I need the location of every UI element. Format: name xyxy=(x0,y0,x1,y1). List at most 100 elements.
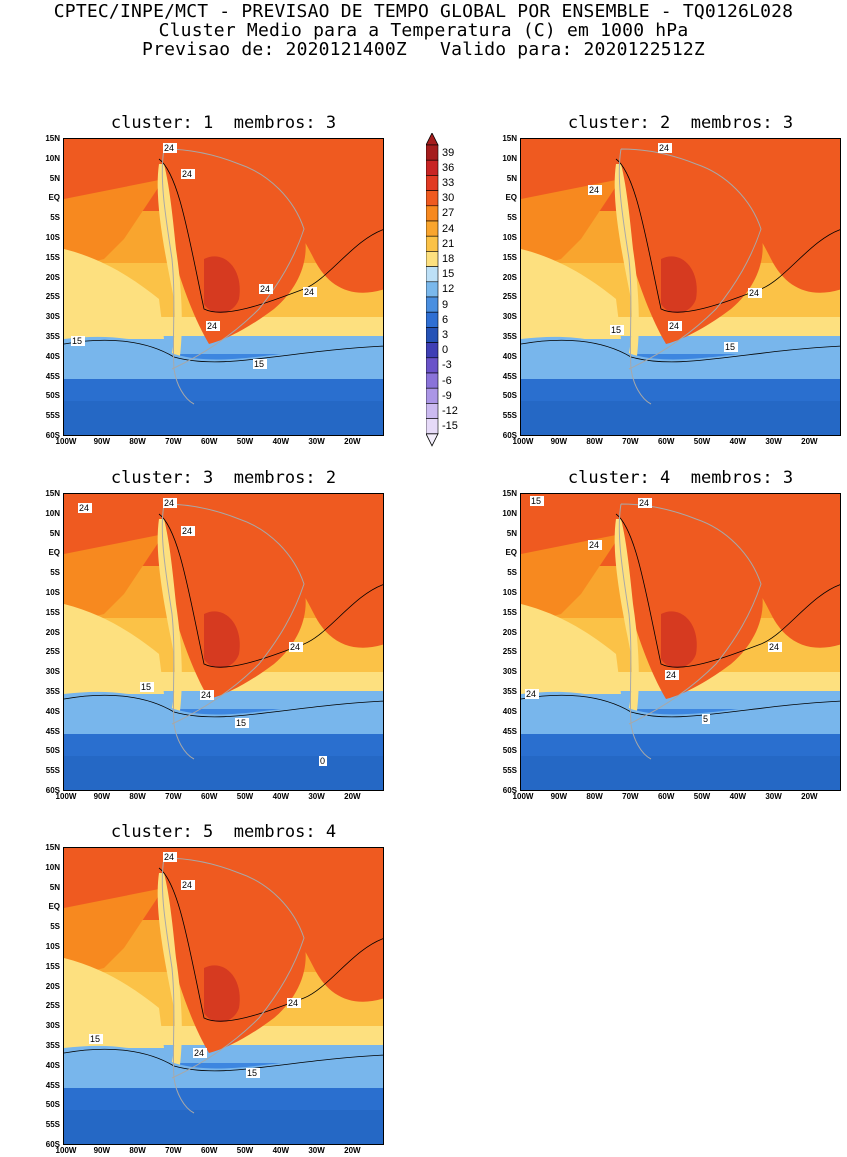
lat-tick-label: 35S xyxy=(45,687,60,696)
lat-tick-label: 5N xyxy=(506,173,517,183)
cool-band xyxy=(521,336,840,379)
colorbar-label: -9 xyxy=(442,389,452,402)
andes-cool xyxy=(614,164,639,364)
lat-tick-label: 35S xyxy=(502,687,517,696)
contour-24 xyxy=(158,158,383,313)
contour-label: 15 xyxy=(140,682,154,692)
svg-text:24: 24 xyxy=(749,288,759,298)
coastline xyxy=(618,503,762,760)
contour-label: 24 xyxy=(181,169,195,179)
colorbar-bottom-arrow xyxy=(426,433,439,447)
lon-tick-label: 90W xyxy=(93,1146,111,1155)
lat-tick-label: 50S xyxy=(502,746,517,756)
lon-tick-label: 60W xyxy=(657,792,675,801)
svg-text:15: 15 xyxy=(531,496,541,506)
lat-tick-label: 55S xyxy=(45,1120,60,1130)
lat-tick-label: 45S xyxy=(45,1080,60,1090)
contour-label: 24 xyxy=(638,498,652,508)
contour-label: 24 xyxy=(588,185,602,195)
lat-tick-label: 45S xyxy=(502,726,517,736)
warm-region xyxy=(64,139,383,293)
svg-text:24: 24 xyxy=(769,642,779,652)
lat-tick-label: 50S xyxy=(45,391,60,401)
lat-tick-label: 5N xyxy=(506,528,517,538)
svg-text:24: 24 xyxy=(589,540,599,550)
cold-band xyxy=(521,379,840,435)
tropical-ocean xyxy=(521,534,621,624)
lon-tick-label: 60W xyxy=(657,437,675,446)
contour-15 xyxy=(64,1048,383,1072)
coastline xyxy=(161,503,305,760)
lon-tick-label: 40W xyxy=(272,1146,290,1155)
svg-text:15: 15 xyxy=(247,1068,257,1078)
svg-text:15: 15 xyxy=(236,718,246,728)
svg-text:24: 24 xyxy=(182,169,192,179)
hot-spot xyxy=(661,611,697,669)
lat-tick-label: 15N xyxy=(45,489,60,498)
lat-tick-label: 15S xyxy=(45,607,60,617)
lat-tick-label: 15N xyxy=(45,134,60,143)
colorbar-swatch xyxy=(426,418,439,435)
contour-label: 15 xyxy=(246,1068,260,1078)
lon-tick-label: 50W xyxy=(693,437,711,446)
temperature-map: 24 24 24 24 24 5 15 xyxy=(520,493,841,791)
lat-tick-label: 15N xyxy=(45,843,60,852)
lon-tick-label: 60W xyxy=(200,437,218,446)
contour-label: 15 xyxy=(724,342,738,352)
lon-tick-label: 80W xyxy=(586,792,603,801)
lat-tick-label: 5N xyxy=(49,173,60,183)
lon-tick-label: 50W xyxy=(236,437,254,446)
andes-cool xyxy=(614,519,639,719)
coastline xyxy=(618,148,762,405)
temperature-map: 24 24 24 24 24 15 15 xyxy=(63,138,384,436)
contour-label: 24 xyxy=(525,689,539,699)
andes-cool xyxy=(157,164,182,364)
contour-label: 15 xyxy=(71,336,85,346)
tropical-ocean xyxy=(64,888,164,978)
cold-band xyxy=(64,734,383,790)
contour-24 xyxy=(158,867,383,1022)
lat-tick-label: 25S xyxy=(45,647,60,657)
lon-tick-label: 40W xyxy=(729,437,747,446)
svg-text:24: 24 xyxy=(659,143,669,153)
contour-label: 24 xyxy=(163,143,177,153)
header-line-3: Previsao de: 2020121400Z Valido para: 20… xyxy=(142,39,705,60)
lon-tick-label: 60W xyxy=(200,1146,218,1155)
colorbar-label: 33 xyxy=(442,177,455,189)
lat-tick-label: 35S xyxy=(45,332,60,341)
lat-tick-label: EQ xyxy=(48,548,60,558)
lat-tick-label: 30S xyxy=(45,1021,60,1031)
contour-15 xyxy=(521,339,840,363)
contour-label: 15 xyxy=(89,1034,103,1044)
panel-title: cluster: 2 membros: 3 xyxy=(567,113,794,133)
svg-text:24: 24 xyxy=(526,689,536,699)
lon-tick-label: 40W xyxy=(272,792,290,801)
lat-tick-label: 60S xyxy=(45,1140,60,1149)
svg-text:24: 24 xyxy=(589,185,599,195)
pacific-cool xyxy=(521,604,621,694)
svg-text:24: 24 xyxy=(79,503,89,513)
contour-label: 5 xyxy=(702,714,710,724)
lon-tick-label: 90W xyxy=(550,437,568,446)
lat-tick-label: 20S xyxy=(502,627,517,637)
hot-spot xyxy=(204,965,240,1023)
colorbar-label: 9 xyxy=(442,298,449,311)
lon-tick-label: 90W xyxy=(93,437,111,446)
lat-tick-label: 45S xyxy=(45,371,60,381)
svg-text:24: 24 xyxy=(182,526,192,536)
pacific-cool xyxy=(521,249,621,339)
contour-24 xyxy=(158,513,383,668)
svg-text:15: 15 xyxy=(90,1034,100,1044)
lon-tick-label: 20W xyxy=(344,792,361,801)
contour-label: 24 xyxy=(206,321,220,331)
lat-tick-label: 15N xyxy=(502,134,517,143)
contour-label: 24 xyxy=(658,143,672,153)
warm-region xyxy=(64,494,383,648)
continent-warm xyxy=(622,511,763,699)
panel-title: cluster: 5 membros: 4 xyxy=(110,822,337,842)
colorbar-label: 15 xyxy=(442,268,455,281)
contour-15 xyxy=(64,339,383,363)
lat-tick-label: 10S xyxy=(45,233,60,242)
lon-tick-label: 100W xyxy=(55,437,77,446)
colorbar-swatch xyxy=(426,342,439,359)
